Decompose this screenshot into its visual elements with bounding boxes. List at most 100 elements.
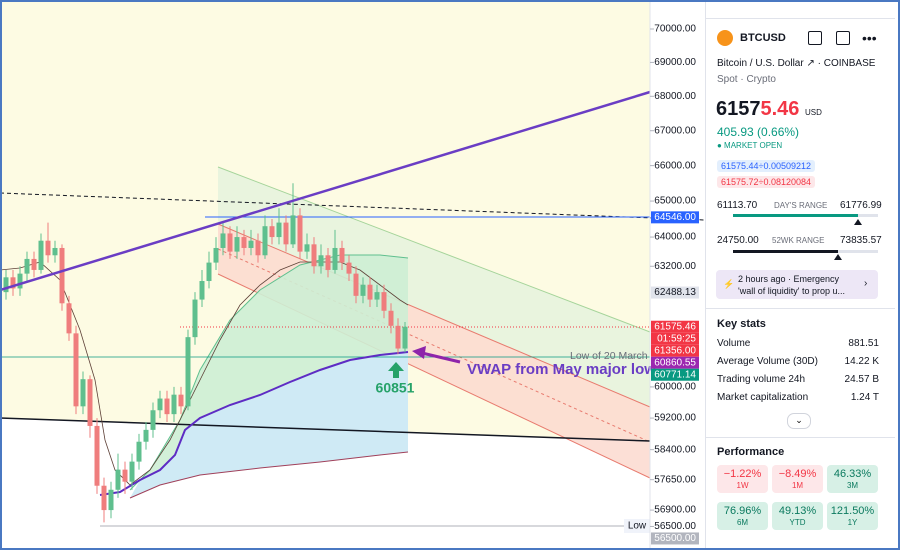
- stat-label: Trading volume 24h: [717, 374, 806, 385]
- annotation: 60851: [376, 380, 415, 396]
- candle-body: [402, 326, 408, 349]
- countdown: 01:59:25: [657, 333, 696, 344]
- y-tick-label: 70000.00: [654, 24, 696, 35]
- price-tag-label: 60860.55: [654, 357, 696, 368]
- perf-period: 3M: [846, 481, 859, 490]
- candle-body: [381, 292, 387, 311]
- candle-body: [171, 394, 177, 415]
- candle-body: [213, 247, 219, 263]
- more[interactable]: •••: [862, 30, 877, 46]
- arrow-up: [388, 362, 404, 378]
- icon[interactable]: [836, 31, 850, 45]
- price-tag: [651, 532, 699, 545]
- y-tick-label: 68000.00: [654, 91, 696, 102]
- dashed-line: [0, 192, 705, 221]
- candle-body: [262, 226, 268, 256]
- perf-tile: 49.13% YTD: [772, 502, 823, 530]
- annotation: VWAP from May major low: [467, 361, 656, 378]
- y-tick-label: 69000.00: [654, 57, 696, 68]
- price-tag: [651, 211, 699, 224]
- candle-body: [297, 215, 303, 252]
- candles: [3, 183, 408, 523]
- coin-icon: [717, 30, 733, 46]
- candle-body: [136, 441, 142, 462]
- candle-body: [248, 240, 254, 248]
- y-tick-label: 65000.00: [654, 196, 696, 207]
- stat-value: 14.22 K: [844, 356, 879, 367]
- candle-body: [80, 379, 86, 407]
- divider: [705, 18, 895, 19]
- candle-body: [73, 333, 79, 407]
- perf-period: 6M: [736, 518, 749, 527]
- candle-body: [374, 292, 380, 300]
- y-tick-label: 57650.00: [654, 474, 696, 485]
- chevron: ›: [864, 278, 868, 289]
- price-tag-label: 61575.46: [654, 321, 696, 332]
- candle-body: [234, 237, 240, 252]
- candle-body: [150, 410, 156, 430]
- heading: Performance: [717, 446, 785, 458]
- range-label: DAY'S RANGE: [774, 201, 828, 210]
- perf-period: 1Y: [847, 518, 858, 527]
- perf-tile: 76.96% 6M: [717, 502, 768, 530]
- perf-tile: 46.33% 3M: [827, 465, 878, 493]
- candle-body: [332, 247, 338, 270]
- band-lower: [129, 451, 409, 499]
- y-tick-label: 60000.00: [654, 382, 696, 393]
- candle-body: [220, 233, 226, 248]
- y-tick-label: 64000.00: [654, 232, 696, 243]
- range-marker: [834, 254, 842, 260]
- trend-line: [0, 417, 651, 442]
- arrow-line: [421, 351, 461, 364]
- candle-body: [227, 233, 233, 252]
- candle-body: [87, 379, 93, 426]
- perf-period: 1M: [791, 481, 804, 490]
- candle-body: [143, 429, 149, 442]
- symbol[interactable]: BTCUSD: [740, 32, 786, 44]
- y-tick-label: 56500.00: [654, 521, 696, 532]
- moving-average: [0, 261, 409, 486]
- arrow-head: [412, 346, 426, 359]
- candle-body: [108, 489, 114, 511]
- range-bar: [733, 250, 878, 253]
- range-high: 61776.99: [840, 200, 882, 211]
- candle-body: [360, 284, 366, 296]
- candle-body: [115, 469, 121, 490]
- price-tag: [651, 344, 699, 357]
- candle-body: [269, 226, 275, 238]
- candle-body: [339, 247, 345, 263]
- candle-body: [276, 222, 282, 238]
- price-axis: 70000.00 69000.00 68000.00 67000.00 66000.00…: [650, 24, 699, 545]
- candle-body: [283, 222, 289, 245]
- candle-body: [52, 247, 58, 256]
- price-tag: [651, 320, 699, 333]
- candle-body: [192, 299, 198, 338]
- news-text: 'wall of liquidity' to prop u...: [738, 286, 845, 296]
- expand[interactable]: ⌄: [787, 413, 811, 429]
- price-tag: [651, 368, 699, 381]
- low-box: [624, 519, 650, 533]
- price-tag: [651, 356, 699, 369]
- candle-body: [290, 215, 296, 245]
- bid: 61575.44÷0.00509212: [717, 160, 816, 172]
- price-tag-label: 64546.00: [654, 212, 696, 223]
- range-bar: [733, 214, 878, 217]
- y-tick-label: 58400.00: [654, 444, 696, 455]
- candle-body: [24, 258, 30, 274]
- chart: 60851 VWAP from May major low Low of 20 …: [0, 0, 705, 550]
- y-tick-label: 63200.00: [654, 261, 696, 272]
- candle-body: [101, 485, 107, 511]
- countdown-tag: [651, 332, 699, 345]
- range-low: 24750.00: [717, 235, 759, 246]
- candle-body: [45, 240, 51, 256]
- icon[interactable]: [808, 31, 822, 45]
- band-lower-fill: [130, 352, 408, 498]
- perf-tile: −8.49% 1M: [772, 465, 823, 493]
- news[interactable]: [716, 270, 878, 299]
- price: 61575.46 USD: [716, 98, 822, 120]
- name: Bitcoin / U.S. Dollar ↗ · COINBASE: [717, 58, 876, 69]
- candle-body: [367, 284, 373, 300]
- annotation: Low: [628, 521, 647, 532]
- heading: Key stats: [717, 318, 766, 330]
